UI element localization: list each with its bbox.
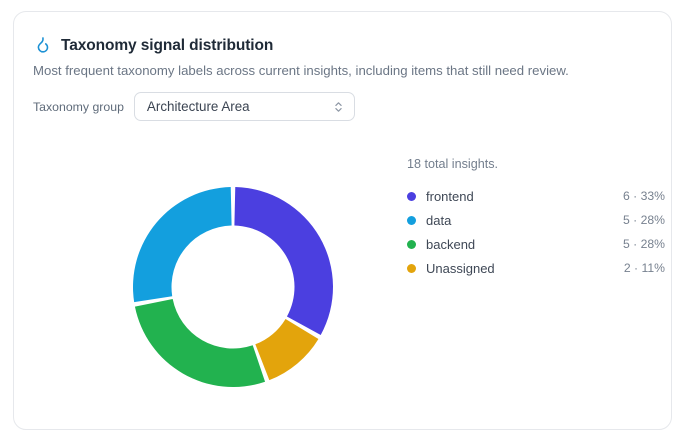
donut-chart [130, 187, 336, 387]
legend-value-backend: 5 · 28% [622, 237, 665, 251]
legend-color-dot-backend [407, 239, 416, 249]
legend-value-unassigned: 2 · 11% [623, 261, 665, 275]
page-title: Taxonomy signal distribution [61, 36, 274, 54]
legend-value-data: 5 · 28% [622, 213, 665, 227]
donut-slice-backend[interactable] [134, 299, 266, 387]
legend-label-backend: backend [426, 236, 476, 252]
legend-label-frontend: frontend [426, 188, 474, 204]
card-header: Taxonomy signal distribution [33, 36, 273, 55]
legend-color-dot-data [407, 215, 416, 225]
legend-value-frontend: 6 · 33% [622, 189, 665, 203]
donut-slices [132, 187, 333, 387]
taxonomy-group-select[interactable]: Architecture Area [133, 92, 355, 121]
taxonomy-group-select-value: Architecture Area [146, 99, 250, 114]
donut-slice-frontend[interactable] [234, 187, 333, 336]
legend-total-insights: 18 total insights. [407, 157, 499, 171]
legend-label-unassigned: Unassigned [426, 260, 495, 276]
chevron-up-down-icon [335, 101, 342, 112]
legend-item-data[interactable]: data 5 · 28% [407, 208, 665, 232]
legend-color-dot-frontend [407, 191, 416, 201]
taxonomy-group-label: Taxonomy group [33, 99, 124, 114]
legend-color-dot-unassigned [407, 263, 416, 273]
taxonomy-distribution-card: Taxonomy signal distribution Most freque… [13, 11, 672, 430]
donut-slice-unassigned[interactable] [255, 318, 319, 381]
legend-item-frontend[interactable]: frontend 6 · 33% [407, 184, 665, 208]
donut-slice-data[interactable] [132, 187, 232, 303]
flame-icon [37, 37, 49, 53]
card-subtitle: Most frequent taxonomy labels across cur… [33, 63, 569, 78]
taxonomy-group-control: Taxonomy group Architecture Area [33, 92, 355, 121]
legend-item-unassigned[interactable]: Unassigned 2 · 11% [407, 256, 665, 280]
legend: 18 total insights. frontend 6 · 33% data… [407, 157, 665, 280]
legend-label-data: data [426, 212, 452, 228]
legend-item-backend[interactable]: backend 5 · 28% [407, 232, 665, 256]
donut-chart-svg [132, 187, 333, 387]
